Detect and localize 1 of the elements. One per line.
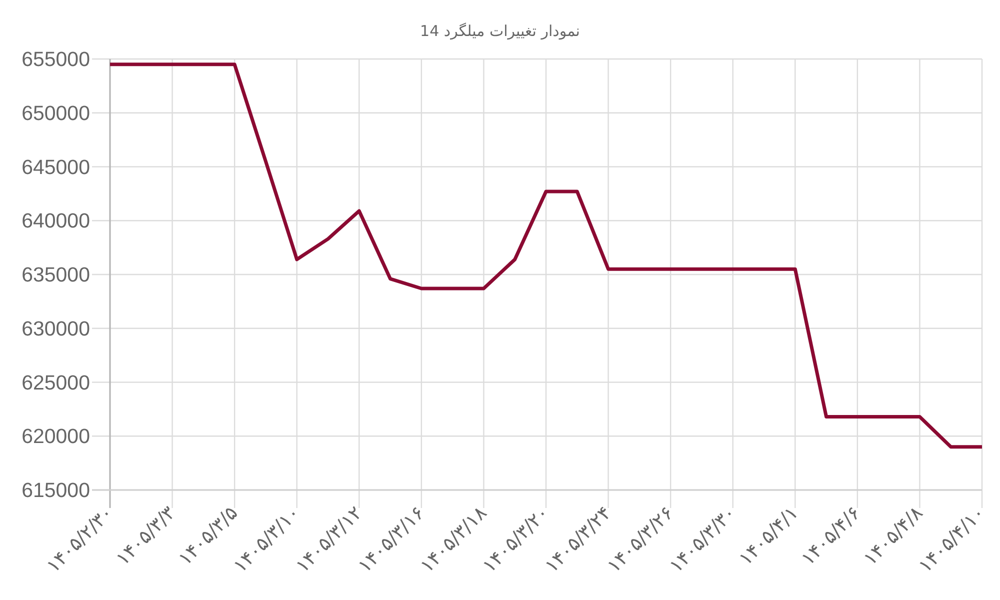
- title: نمودار تغییرات میلگرد 14: [420, 22, 580, 40]
